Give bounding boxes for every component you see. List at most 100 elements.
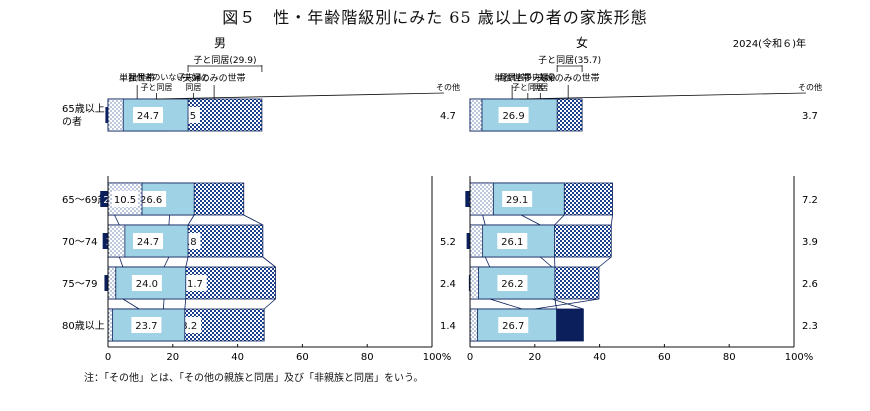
data-label-bg [133, 233, 164, 249]
x-tick-label: 60 [296, 352, 309, 363]
legend-single: 単独世帯 [119, 72, 155, 84]
connector-line [489, 298, 523, 310]
connector-line [243, 214, 264, 226]
data-label-other: 7.2 [802, 195, 818, 206]
leader-line [519, 92, 807, 100]
legend-child-no-spouse: 子と同居 [140, 83, 172, 92]
connector-line [534, 298, 600, 310]
connector-line [484, 256, 491, 268]
bar-segment-other [469, 98, 483, 132]
connector-line [554, 214, 565, 226]
x-tick-label: 60 [658, 352, 671, 363]
bracket-label-bg [529, 54, 610, 65]
category-label: の者 [62, 116, 82, 128]
bar-segment-other [469, 224, 484, 258]
legend-child-couple: 子夫婦と [177, 72, 209, 82]
category-label: 75～79 [62, 279, 97, 290]
bar-segment-other [107, 98, 124, 132]
legend-other: その他 [436, 82, 460, 92]
data-label-other: 2.3 [802, 321, 818, 332]
bar-segment-other [469, 266, 479, 300]
panel-title-male: 男 [214, 36, 226, 50]
connector-line [482, 214, 486, 226]
connector-line [184, 298, 187, 310]
data-label-other: 1.4 [440, 321, 456, 332]
bar-segment-other [107, 266, 117, 300]
connector-line [598, 256, 612, 268]
data-label-other: 4.7 [440, 111, 456, 122]
data-label-other: 2.4 [440, 279, 456, 290]
x-tick-label: 0 [105, 352, 111, 363]
bracket-label-bg [184, 54, 265, 65]
connector-line [554, 298, 557, 310]
data-label-couple: 51.7 [181, 279, 203, 290]
panel-title-female: 女 [576, 35, 588, 50]
connector-line [118, 256, 124, 268]
x-tick-label: 0 [467, 352, 473, 363]
bracket-label: 子と同居(29.9) [193, 55, 256, 66]
data-label-child_no_spouse: 26.1 [501, 237, 523, 248]
year-label: 2024(令和６)年 [733, 37, 806, 50]
data-label-other: 5.2 [440, 237, 456, 248]
data-label-child_no_spouse: 26.2 [501, 279, 523, 290]
category-label: 65～69歳 [62, 194, 107, 206]
data-label-child_no_spouse: 29.1 [506, 195, 528, 206]
category-label: 70～74 [62, 237, 97, 248]
x-tick-label: 20 [166, 352, 179, 363]
bar-segment-other [107, 224, 126, 258]
data-label-child_no_spouse: 23.7 [135, 321, 157, 332]
connector-line [122, 298, 140, 310]
data-label-other: 10.5 [114, 195, 136, 206]
connector-line [540, 256, 553, 268]
connector-line [610, 214, 613, 226]
connector-line [114, 214, 120, 226]
data-label-bg [497, 275, 528, 291]
connector-line [163, 256, 170, 268]
leader-line [155, 92, 445, 100]
data-label-child_no_spouse: 24.0 [136, 279, 158, 290]
data-label-bg [112, 191, 139, 207]
bar-segment-other [107, 308, 113, 342]
legend-couple: 夫婦のみの世帯 [537, 72, 600, 84]
footnote: 注：「その他」とは、「その他の親族と同居」及び「非親族と同居」をいう。 [84, 373, 424, 384]
x-tick-label: 80 [723, 352, 736, 363]
data-label-bg [498, 317, 529, 333]
bracket-label: 子と同居(35.7) [538, 55, 601, 66]
legend-couple: 夫婦のみの世帯 [183, 72, 246, 84]
connector-line [185, 256, 189, 268]
legend-child-couple: 同居 [532, 83, 548, 92]
data-label-child_no_spouse: 26.7 [502, 321, 524, 332]
data-label-child_no_spouse: 26.9 [502, 111, 524, 122]
legend-child-couple: 子夫婦と [524, 72, 556, 82]
x-tick-label: 80 [361, 352, 374, 363]
data-label-bg [133, 107, 164, 123]
x-tick-label: 100% [423, 352, 452, 363]
data-label-bg [131, 317, 162, 333]
bar-segment-other [469, 308, 478, 342]
connector-line [262, 256, 276, 268]
x-tick-label: 40 [593, 352, 606, 363]
legend-single: 単独世帯 [494, 72, 530, 84]
data-label-other: 2.6 [802, 279, 818, 290]
legend-child-no-spouse: 配偶者のいない [128, 72, 184, 82]
x-tick-label: 20 [528, 352, 541, 363]
data-label-bg [497, 233, 528, 249]
data-label-bg [502, 191, 533, 207]
connector-line [263, 298, 276, 310]
connector-line [521, 214, 541, 226]
data-label-bg [136, 191, 167, 207]
connector-line [187, 214, 195, 226]
data-label-child_no_spouse: 24.7 [137, 111, 159, 122]
data-label-bg [131, 275, 162, 291]
data-label-bg [498, 107, 529, 123]
legend-child-no-spouse: 配偶者のいない [500, 72, 556, 82]
category-label: 65歳以上 [62, 103, 105, 115]
data-label-other: 3.7 [802, 111, 818, 122]
x-tick-label: 100% [785, 352, 814, 363]
connector-line [168, 214, 170, 226]
bar-segment-other [469, 182, 494, 216]
data-label-child_no_spouse: 24.7 [137, 237, 159, 248]
data-label-couple: 48.2 [175, 321, 197, 332]
